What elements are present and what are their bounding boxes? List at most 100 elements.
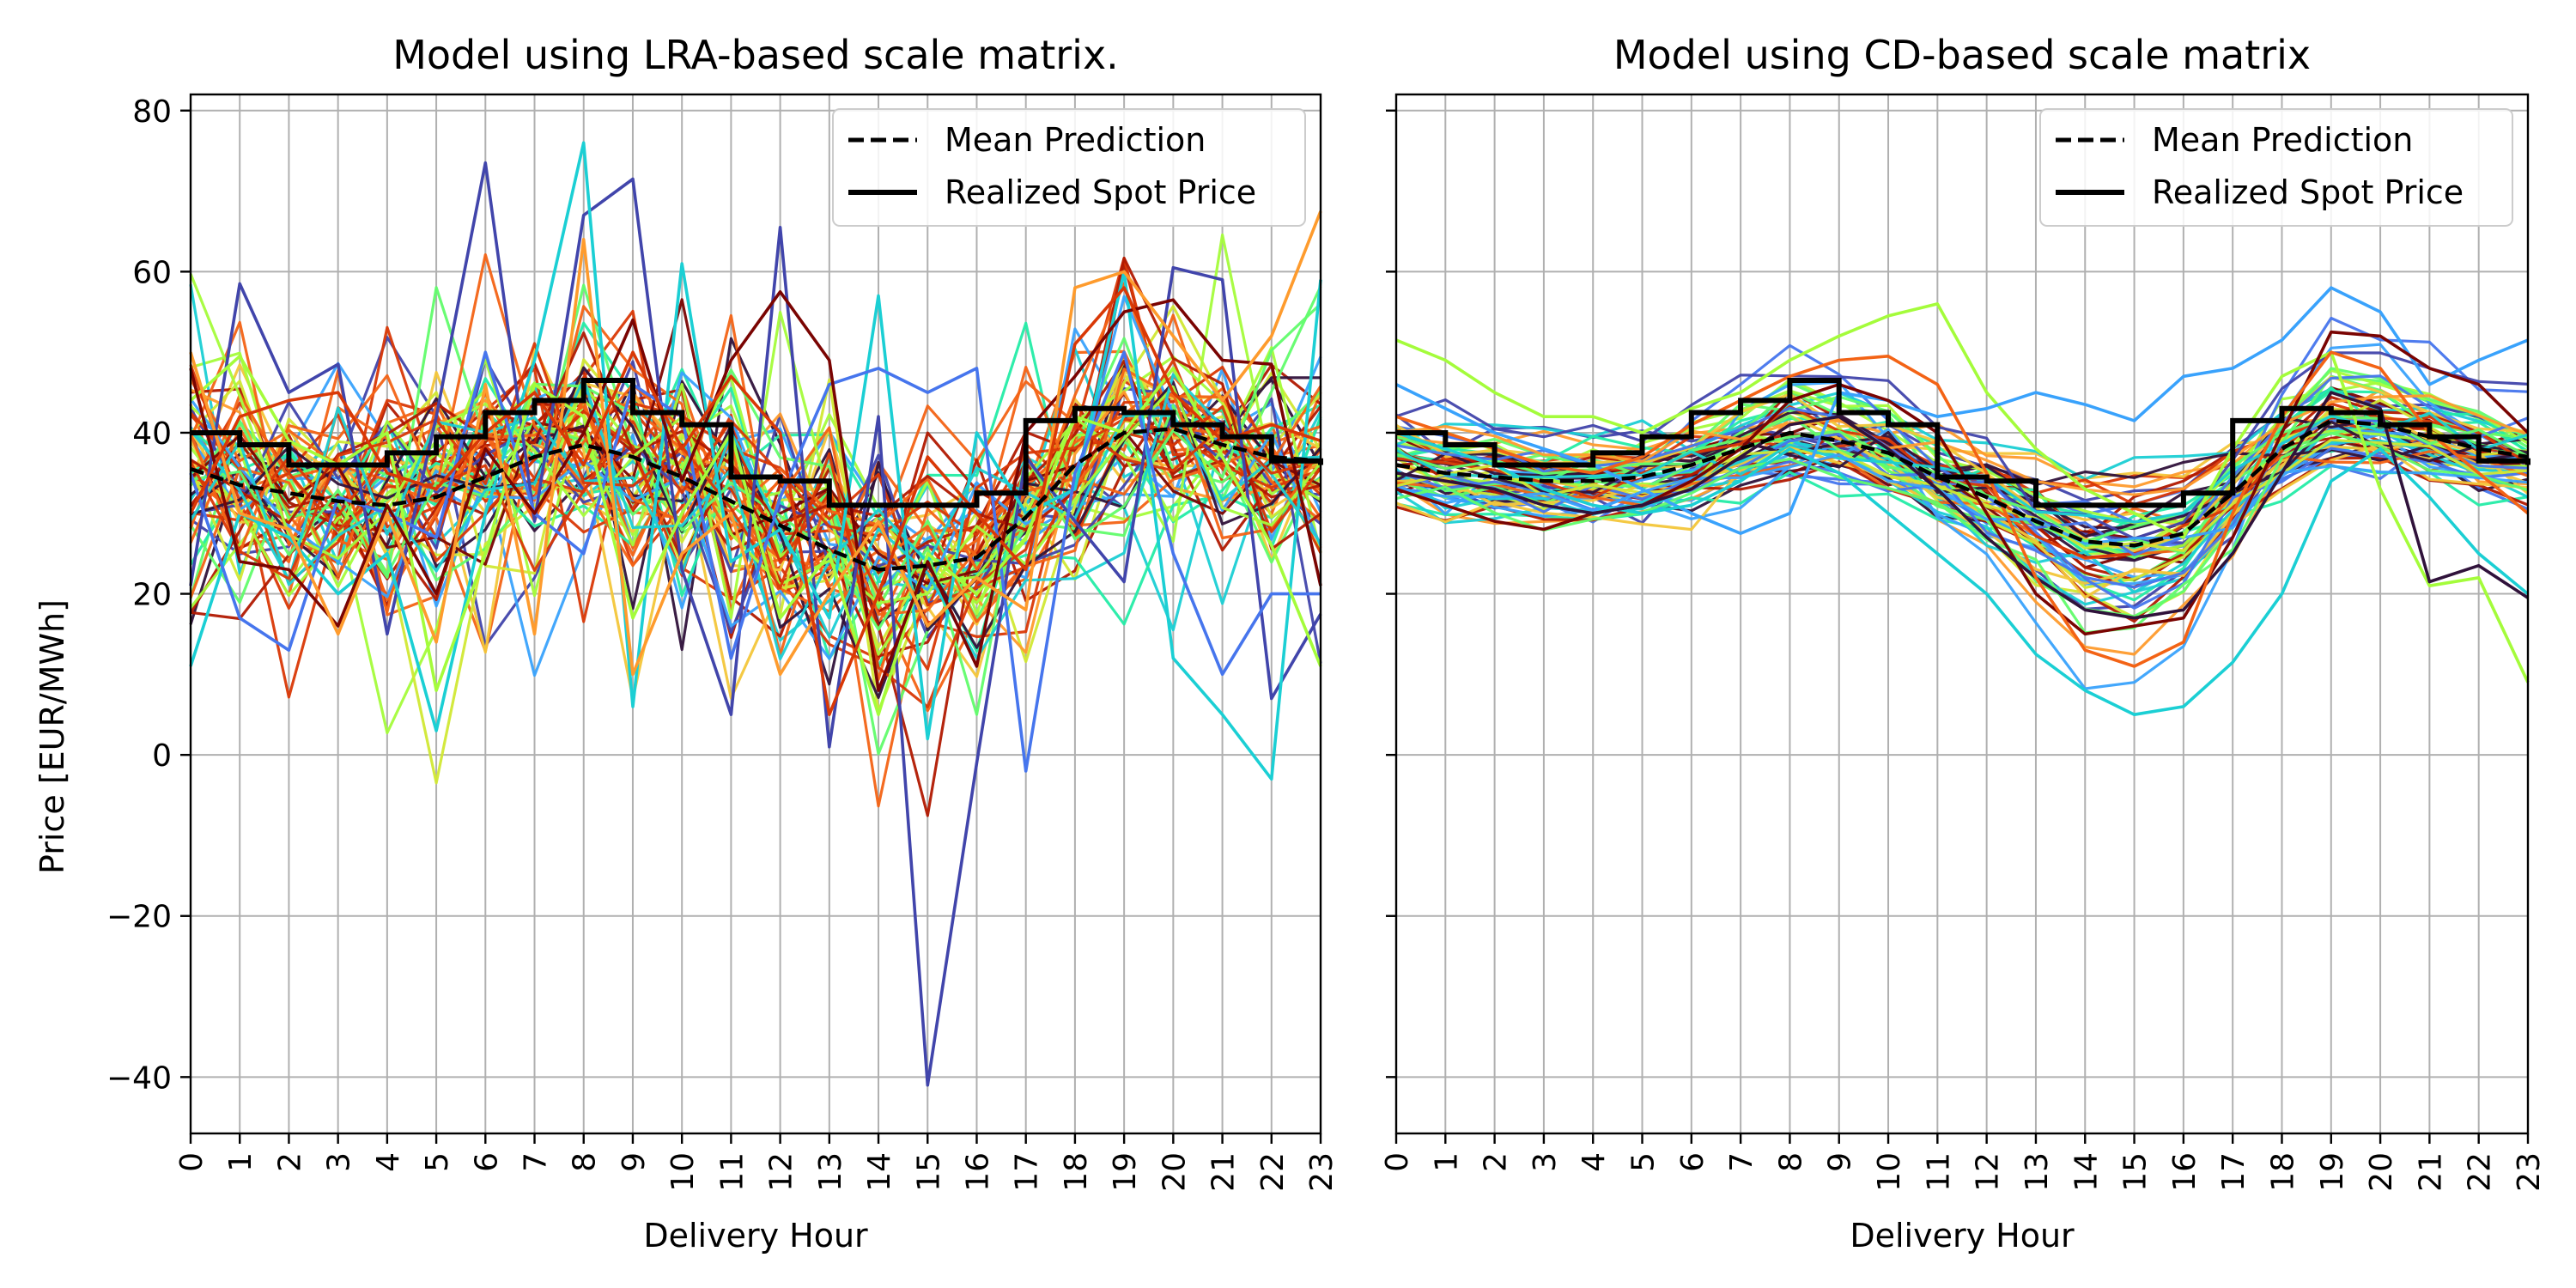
summary-lines xyxy=(1395,378,2530,548)
x-tick-label: 0 xyxy=(174,1152,210,1172)
scenario-line xyxy=(189,273,1322,605)
x-tick-label: 8 xyxy=(1773,1152,1808,1172)
x-axis-label: Delivery Hour xyxy=(1850,1217,2075,1255)
y-axis-label: Price [EUR/MWh] xyxy=(33,599,71,874)
y-tick-label: 0 xyxy=(152,738,172,774)
x-tick-label: 17 xyxy=(1010,1152,1045,1192)
x-tick-label: 6 xyxy=(469,1152,504,1172)
scenario-line-highlight xyxy=(189,286,1321,717)
scenario-line-highlight xyxy=(189,354,1322,717)
x-tick-label: 9 xyxy=(617,1152,652,1172)
scenario-line-highlight xyxy=(1395,391,2529,620)
scenario-line xyxy=(189,253,1322,571)
scenario-line-highlight xyxy=(189,161,1322,1087)
x-tick-label: 10 xyxy=(665,1152,701,1192)
x-tick-label: 22 xyxy=(1255,1152,1291,1192)
x-tick-label: 13 xyxy=(813,1152,848,1192)
legend-mean-label: Mean Prediction xyxy=(945,121,1206,159)
scenario-line xyxy=(189,388,1322,638)
legend-box xyxy=(2039,108,2513,227)
x-tick-label: 19 xyxy=(1108,1152,1143,1192)
scenario-line xyxy=(1395,431,2529,635)
x-tick-label: 1 xyxy=(1429,1152,1464,1172)
x-tick-label: 18 xyxy=(1059,1152,1094,1192)
x-tick-label: 14 xyxy=(862,1152,897,1192)
x-tick-label: 14 xyxy=(2069,1152,2104,1192)
x-tick-label: 23 xyxy=(2512,1152,2547,1192)
legend-realized-label: Realized Spot Price xyxy=(945,173,1256,211)
x-tick-label: 12 xyxy=(1971,1152,2006,1192)
x-tick-label: 21 xyxy=(2413,1152,2448,1192)
x-tick-label: 11 xyxy=(714,1152,750,1192)
x-tick-label: 5 xyxy=(1626,1152,1662,1172)
x-tick-label: 13 xyxy=(2020,1152,2055,1192)
scenario-line xyxy=(189,374,1321,570)
y-tick-label: −20 xyxy=(106,900,172,935)
scenario-line-highlight xyxy=(189,289,1322,692)
mean-prediction-line xyxy=(1395,418,2529,548)
realized-spot-price-line xyxy=(1396,378,2530,508)
axis-ticks: 0 1 2 3 4 5 6 7 8 9 10 11 12 13 14 15 16 17 18 19 20 21 22 23 xyxy=(1380,109,2547,1192)
x-tick-label: 20 xyxy=(2364,1152,2399,1192)
x-tick-label: 7 xyxy=(519,1152,554,1172)
x-tick-label: 9 xyxy=(1823,1152,1858,1172)
legend-realized-label: Realized Spot Price xyxy=(2152,173,2464,211)
y-tick-label: −40 xyxy=(106,1060,172,1096)
legend: Mean Prediction Realized Spot Price xyxy=(2039,108,2513,227)
realized-spot-price-line xyxy=(191,378,1323,508)
mean-prediction-line xyxy=(190,427,1321,572)
chart-lra-based: Model using LRA-based scale matrix. Pric… xyxy=(33,32,1340,1255)
x-tick-label: 16 xyxy=(960,1152,995,1192)
y-tick-label: 40 xyxy=(132,416,172,452)
scenario-line-highlight xyxy=(189,210,1322,677)
x-tick-label: 19 xyxy=(2315,1152,2350,1192)
scenario-line xyxy=(1395,420,2529,531)
x-tick-label: 1 xyxy=(223,1152,258,1172)
x-tick-label: 4 xyxy=(371,1152,406,1172)
legend-box xyxy=(832,108,1306,227)
legend: Mean Prediction Realized Spot Price xyxy=(832,108,1306,227)
x-tick-label: 15 xyxy=(2118,1152,2154,1192)
x-tick-label: 17 xyxy=(2216,1152,2251,1192)
x-tick-label: 18 xyxy=(2265,1152,2300,1192)
x-tick-label: 12 xyxy=(764,1152,799,1192)
y-tick-label: 60 xyxy=(132,255,172,290)
x-tick-label: 16 xyxy=(2167,1152,2202,1192)
scenario-line xyxy=(1395,351,2529,540)
scenario-line xyxy=(189,364,1322,572)
x-tick-label: 20 xyxy=(1157,1152,1192,1192)
plot-frame xyxy=(1394,93,2530,1135)
scenario-line-highlight xyxy=(1395,330,2530,636)
scenario-line xyxy=(189,342,1321,708)
summary-lines xyxy=(190,378,1323,572)
x-tick-label: 3 xyxy=(322,1152,357,1172)
plot-frame xyxy=(189,93,1322,1135)
x-tick-label: 21 xyxy=(1206,1152,1242,1192)
x-tick-label: 3 xyxy=(1528,1152,1563,1172)
x-tick-label: 7 xyxy=(1724,1152,1759,1172)
scenario-line xyxy=(1395,438,2529,552)
chart-cd-based: Model using CD-based scale matrix Delive… xyxy=(1380,32,2547,1255)
scenario-line-highlight xyxy=(189,350,1321,773)
y-tick-label: 80 xyxy=(132,94,172,130)
x-tick-label: 8 xyxy=(568,1152,603,1172)
x-tick-label: 23 xyxy=(1304,1152,1340,1192)
legend-mean-label: Mean Prediction xyxy=(2152,121,2413,159)
scenario-line xyxy=(189,285,1322,622)
x-tick-label: 15 xyxy=(911,1152,946,1192)
x-tick-label: 11 xyxy=(1921,1152,1956,1192)
chart-title: Model using LRA-based scale matrix. xyxy=(392,32,1119,78)
y-tick-label: 20 xyxy=(132,578,172,613)
x-tick-label: 0 xyxy=(1380,1152,1415,1172)
x-tick-label: 2 xyxy=(1479,1152,1514,1172)
scenario-line-highlight xyxy=(189,141,1322,781)
scenario-line xyxy=(1395,394,2529,496)
scenario-line-highlight xyxy=(1395,431,2530,717)
chart-title: Model using CD-based scale matrix xyxy=(1613,32,2311,78)
scenario-line-highlight xyxy=(1395,350,2530,668)
x-tick-label: 4 xyxy=(1577,1152,1612,1172)
x-axis-label: Delivery Hour xyxy=(643,1217,868,1255)
scenario-line-highlight xyxy=(1395,286,2529,536)
x-tick-label: 2 xyxy=(272,1152,307,1172)
